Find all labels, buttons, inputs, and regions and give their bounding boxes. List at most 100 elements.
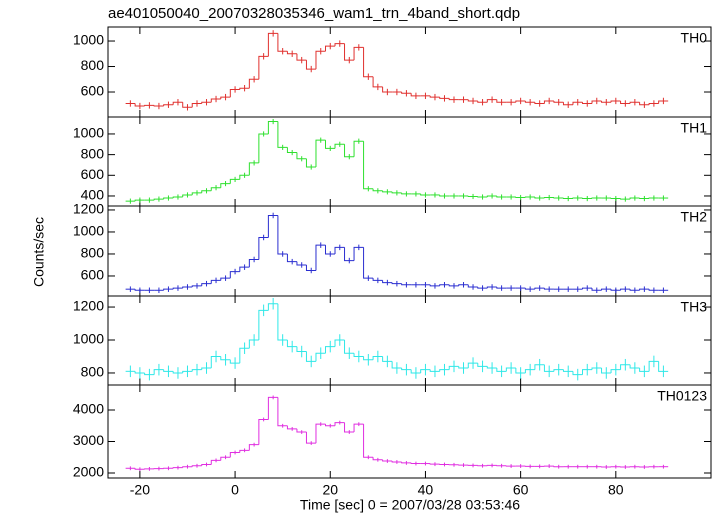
step-bin xyxy=(610,369,621,373)
step-bin xyxy=(486,366,497,369)
step-bin xyxy=(391,191,402,194)
step-bin xyxy=(315,244,326,271)
step-bin xyxy=(153,198,164,201)
step-bin xyxy=(658,361,669,372)
step-bin xyxy=(210,98,221,103)
step-bin xyxy=(296,152,307,160)
step-bin xyxy=(201,190,212,193)
step-bin xyxy=(344,340,355,354)
step-bin xyxy=(315,139,326,168)
step-bin xyxy=(220,96,231,100)
step-bin xyxy=(439,369,450,372)
step-bin xyxy=(477,363,488,367)
step-bin xyxy=(277,397,288,427)
y-tick-label: 4000 xyxy=(73,401,104,417)
step-bin xyxy=(134,103,145,107)
step-bin xyxy=(201,101,212,104)
step-bin xyxy=(267,121,278,134)
step-bin xyxy=(601,100,612,103)
step-bin xyxy=(629,289,640,291)
step-bin xyxy=(191,285,202,287)
step-bin xyxy=(582,369,593,375)
step-bin xyxy=(505,367,516,372)
step-bin xyxy=(543,197,554,199)
step-bin xyxy=(267,214,278,238)
step-bin xyxy=(486,286,497,289)
step-bin xyxy=(239,266,250,272)
step-bin xyxy=(467,362,478,369)
step-bin xyxy=(639,198,650,200)
step-bin xyxy=(439,97,450,99)
step-bin xyxy=(477,286,488,289)
step-bin xyxy=(496,368,507,372)
step-bin xyxy=(210,279,221,284)
step-bin xyxy=(153,369,164,375)
y-tick-label: 3000 xyxy=(73,432,104,448)
step-bin xyxy=(620,288,631,291)
y-tick-label: 1200 xyxy=(73,298,104,314)
y-tick-label: 800 xyxy=(81,364,105,380)
y-tick-label: 600 xyxy=(81,166,105,182)
step-bin xyxy=(258,236,269,260)
step-bin xyxy=(562,369,573,372)
step-bin xyxy=(134,468,145,470)
x-tick-label: 60 xyxy=(513,482,529,498)
step-bin xyxy=(515,197,526,199)
chart-title: ae401050040_20070328035346_wam1_trn_4ban… xyxy=(108,5,520,22)
x-tick-label: -20 xyxy=(130,482,150,498)
panel-label: TH1 xyxy=(681,120,708,136)
step-bin xyxy=(429,95,440,98)
y-tick-label: 1200 xyxy=(73,201,104,217)
step-bin xyxy=(220,277,231,281)
step-bin xyxy=(353,246,364,261)
step-bin xyxy=(553,100,564,103)
step-bin xyxy=(172,196,183,199)
step-bin xyxy=(477,196,488,198)
step-bin xyxy=(182,286,193,289)
step-bin xyxy=(324,45,336,52)
step-bin xyxy=(286,147,297,154)
step-bin xyxy=(620,198,631,200)
step-bin xyxy=(524,288,535,290)
step-bin xyxy=(658,100,669,104)
step-bin xyxy=(429,284,440,287)
step-bin xyxy=(429,369,440,372)
step-bin xyxy=(201,283,212,286)
step-bin xyxy=(410,369,421,374)
step-bin xyxy=(258,133,269,163)
step-bin xyxy=(610,198,621,200)
step-bin xyxy=(344,43,355,61)
step-bin xyxy=(401,283,412,286)
step-bin xyxy=(553,369,564,372)
step-bin xyxy=(182,466,193,468)
y-tick-label: 800 xyxy=(81,245,105,261)
step-bin xyxy=(229,88,240,98)
step-bin xyxy=(648,360,659,372)
step-bin xyxy=(315,352,326,362)
step-bin xyxy=(163,369,174,372)
step-bin xyxy=(572,197,583,199)
step-bin xyxy=(182,194,193,198)
step-bin xyxy=(201,463,212,466)
step-bin xyxy=(305,351,316,362)
y-tick-label: 600 xyxy=(81,267,105,283)
step-bin xyxy=(401,368,412,371)
step-bin xyxy=(410,462,421,465)
step-bin xyxy=(239,449,250,453)
step-bin xyxy=(391,361,402,369)
panel-frame xyxy=(107,384,712,479)
step-bin xyxy=(648,197,659,199)
step-bin xyxy=(163,288,174,291)
step-bin xyxy=(372,188,383,192)
step-bin xyxy=(562,198,573,200)
step-bin xyxy=(543,288,554,290)
x-tick-label: 0 xyxy=(231,482,239,498)
y-tick-label: 1000 xyxy=(73,32,104,48)
step-bin xyxy=(448,98,459,101)
step-bin xyxy=(496,286,507,289)
x-tick-label: 20 xyxy=(322,482,338,498)
step-bin xyxy=(372,76,383,88)
step-bin xyxy=(486,195,497,198)
y-tick-label: 600 xyxy=(81,83,105,99)
